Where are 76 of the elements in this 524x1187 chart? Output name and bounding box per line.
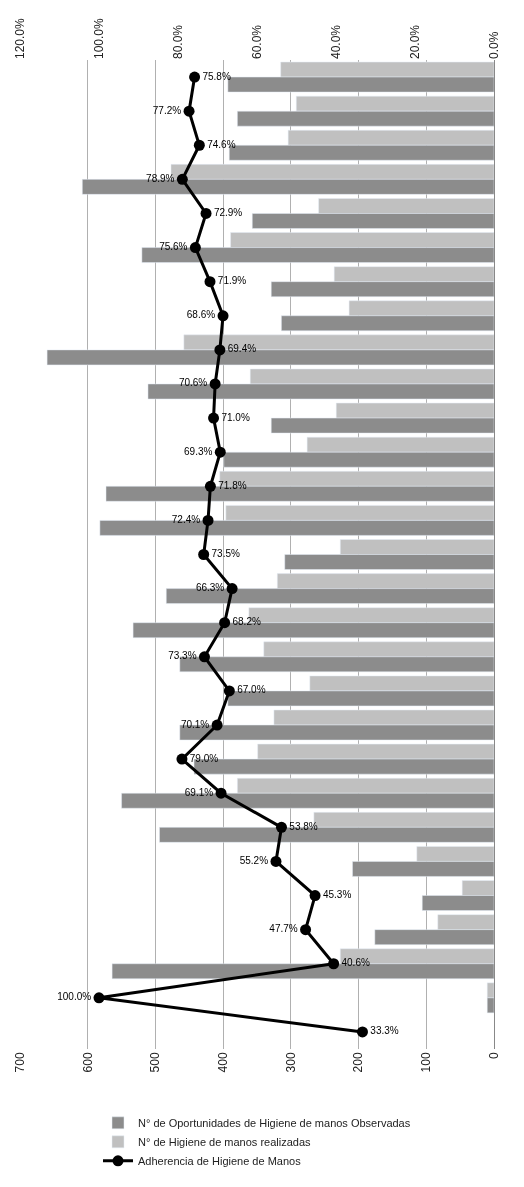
data-label: 47.7%	[269, 923, 298, 935]
data-label: 71.9%	[217, 275, 247, 287]
point	[202, 514, 214, 526]
data-label: 73.3%	[168, 650, 197, 662]
data-label: 40.6%	[341, 957, 370, 969]
point	[211, 719, 223, 731]
legend-label: N° de Oportunidades de Higiene de manos Observadas	[138, 1117, 411, 1130]
point	[200, 207, 212, 219]
legend-label: N° de Higiene de manos realizadas	[138, 1136, 312, 1149]
point	[219, 617, 231, 629]
point	[189, 71, 201, 83]
x-tick-label: 500	[148, 1052, 163, 1073]
point	[176, 753, 188, 765]
point	[204, 276, 216, 288]
data-label: 68.2%	[232, 616, 261, 628]
data-label: 55.2%	[239, 854, 269, 866]
point	[275, 821, 287, 833]
point	[217, 310, 229, 322]
point	[198, 549, 210, 560]
data-label: 72.4%	[171, 513, 201, 525]
data-label: 73.5%	[211, 548, 241, 559]
x2-tick-label: 20.0%	[407, 24, 422, 59]
data-label: 77.2%	[152, 104, 182, 116]
data-label: 68.6%	[186, 309, 216, 321]
point	[214, 344, 226, 356]
point	[193, 139, 205, 151]
point	[356, 1026, 368, 1038]
x-tick-label: 300	[283, 1052, 298, 1073]
x-tick-label: 400	[216, 1052, 231, 1073]
x-tick-label: 200	[351, 1052, 366, 1073]
x2-tick-label: 40.0%	[328, 24, 343, 59]
data-label: 78.9%	[146, 172, 175, 184]
data-label: 72.9%	[213, 206, 243, 218]
point	[223, 685, 235, 697]
data-label: 70.6%	[178, 377, 208, 389]
point	[215, 787, 227, 799]
point	[214, 446, 226, 458]
point	[93, 992, 105, 1004]
x2-tick-label: 120.0%	[12, 17, 27, 59]
x2-tick-label: 80.0%	[170, 24, 185, 59]
point	[300, 924, 312, 936]
data-label: 69.1%	[184, 786, 214, 798]
legend-label: Adherencia de Higiene de Manos	[138, 1155, 302, 1168]
point	[183, 105, 195, 117]
point	[328, 958, 340, 970]
point	[176, 173, 188, 185]
data-label: 67.0%	[237, 684, 266, 696]
x-tick-label: 600	[80, 1052, 95, 1073]
data-label: 75.8%	[202, 70, 231, 82]
x-tick-label: 100	[419, 1052, 434, 1073]
data-label: 71.0%	[221, 411, 250, 423]
point	[204, 480, 216, 492]
data-label: 69.4%	[227, 343, 257, 355]
x2-tick-label: 60.0%	[249, 24, 264, 59]
data-label: 70.1%	[180, 718, 210, 730]
data-label: 45.3%	[322, 889, 352, 901]
point	[209, 378, 221, 390]
data-label: 79.0%	[189, 752, 219, 764]
data-label: 71.8%	[218, 479, 247, 491]
point	[270, 855, 282, 867]
point	[208, 412, 220, 424]
data-label: 66.3%	[195, 582, 225, 594]
x2-tick-label: 0.0%	[486, 31, 501, 59]
x-tick-label: 0	[486, 1052, 501, 1060]
x-tick-label: 700	[12, 1052, 27, 1073]
data-label: 33.3%	[370, 1025, 399, 1037]
data-label: 53.8%	[289, 820, 318, 832]
data-label: 75.6%	[159, 241, 188, 253]
point	[189, 242, 201, 254]
data-label: 74.6%	[207, 138, 236, 150]
point	[226, 583, 238, 595]
data-label: 100.0%	[57, 991, 92, 1003]
x2-tick-label: 100.0%	[91, 17, 106, 59]
point	[198, 651, 210, 663]
point	[309, 890, 321, 902]
data-label: 69.3%	[184, 445, 213, 457]
